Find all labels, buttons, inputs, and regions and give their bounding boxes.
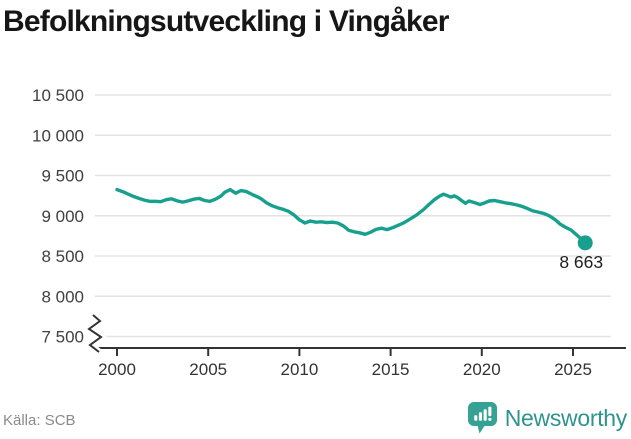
x-tick-label: 2005 xyxy=(189,360,227,379)
y-tick-label: 10 000 xyxy=(32,126,84,145)
x-tick-label: 2020 xyxy=(463,360,501,379)
y-tick-label: 8 000 xyxy=(41,287,84,306)
population-line-chart: 10 500 10 000 9 500 9 000 8 500 8 000 7 500 200… xyxy=(32,86,626,379)
x-tick-label: 2025 xyxy=(554,360,592,379)
chart-title: Befolkningsutveckling i Vingåker xyxy=(3,5,449,38)
newsworthy-icon xyxy=(467,402,497,434)
y-tick-label: 10 500 xyxy=(32,86,84,105)
source-label: Källa: SCB xyxy=(3,412,76,429)
end-value-label: 8 663 xyxy=(559,252,603,272)
axis-break-icon xyxy=(87,314,103,353)
y-tick-label: 8 500 xyxy=(41,247,84,266)
y-tick-label: 7 500 xyxy=(41,328,84,347)
x-tick-label: 2015 xyxy=(372,360,410,379)
newsworthy-logo[interactable]: Newsworthy xyxy=(467,402,628,434)
end-point-marker xyxy=(577,235,593,251)
newsworthy-wordmark: Newsworthy xyxy=(504,404,628,431)
x-tick-label: 2010 xyxy=(280,360,318,379)
y-tick-label: 9 000 xyxy=(41,207,84,226)
population-line xyxy=(115,187,587,245)
x-tick-label: 2000 xyxy=(98,360,136,379)
y-tick-label: 9 500 xyxy=(41,167,84,186)
